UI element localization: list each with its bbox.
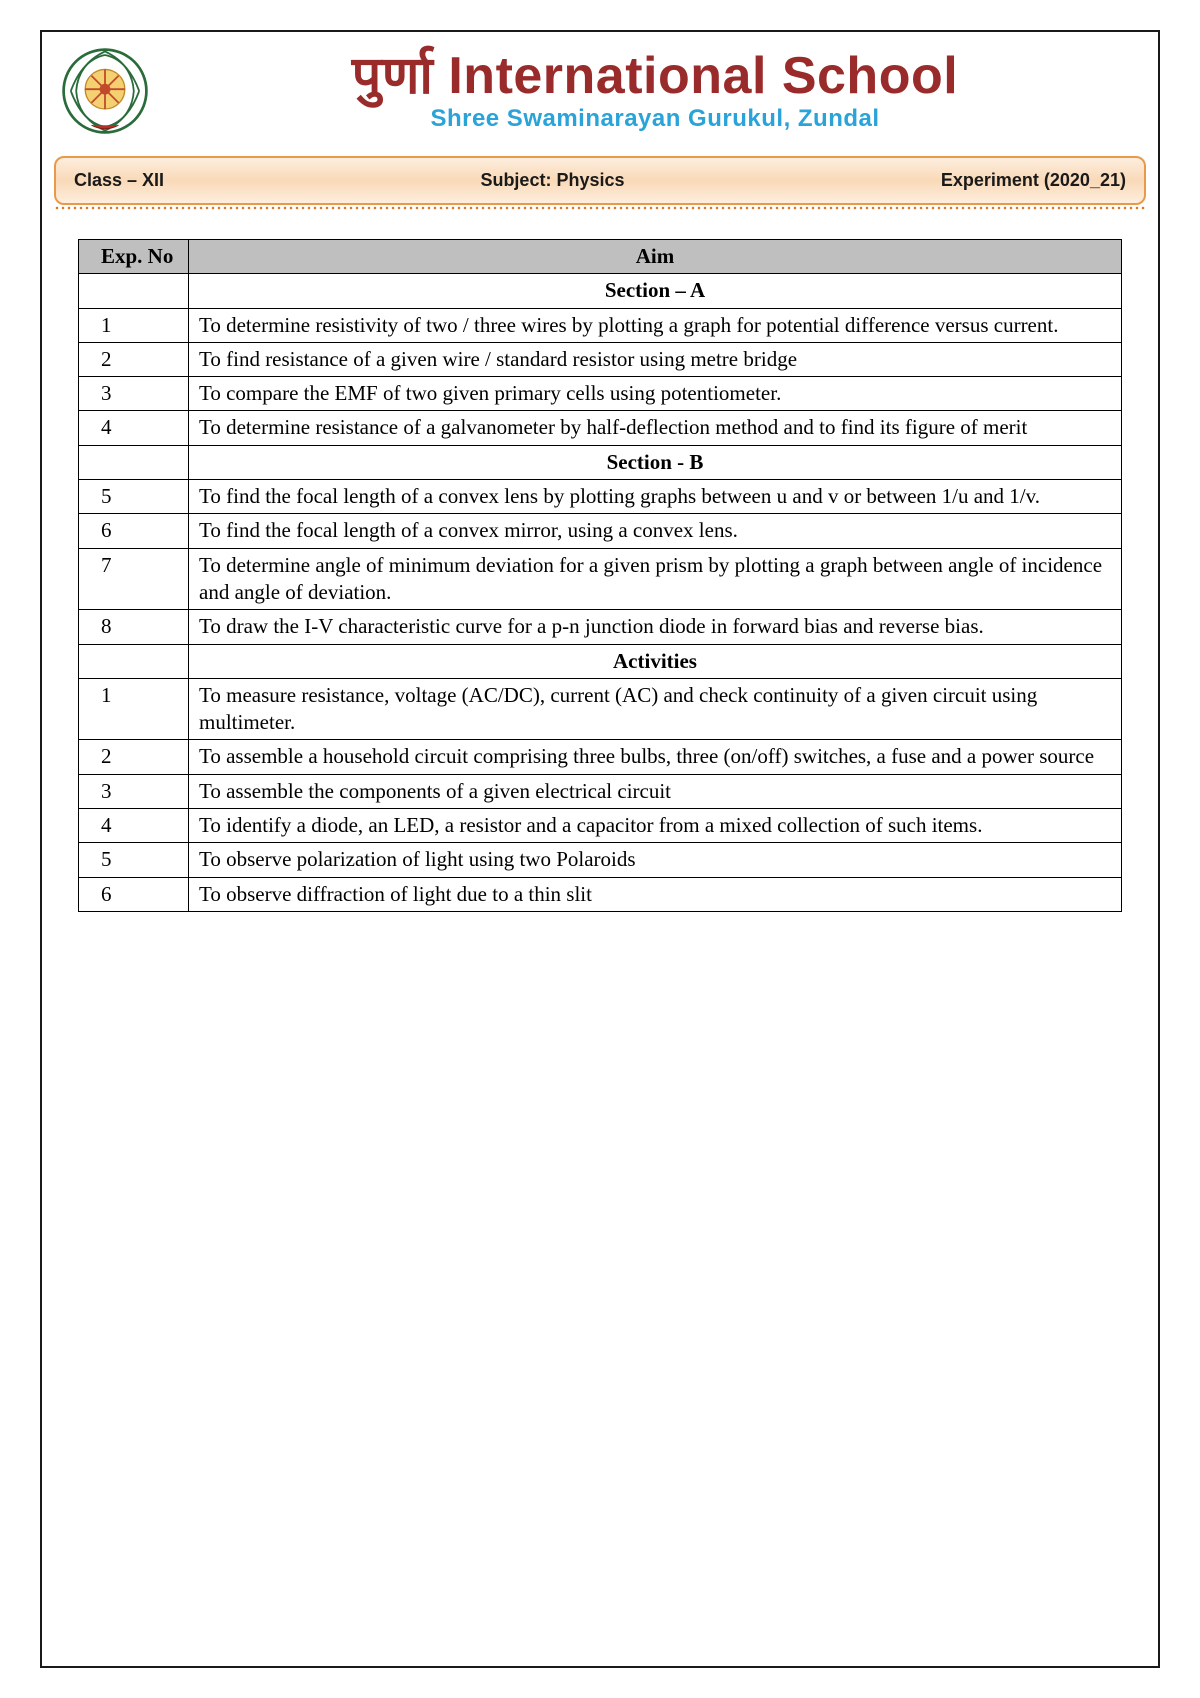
aim-cell: To find resistance of a given wire / sta… (189, 342, 1122, 376)
table-row: 1To measure resistance, voltage (AC/DC),… (79, 678, 1122, 740)
table-row: 3To compare the EMF of two given primary… (79, 377, 1122, 411)
col-header-aim: Aim (189, 240, 1122, 274)
exp-no-cell: 6 (79, 877, 189, 911)
aim-cell: To determine resistance of a galvanomete… (189, 411, 1122, 445)
school-logo (60, 46, 150, 136)
aim-cell: Section - B (189, 445, 1122, 479)
aim-cell: Activities (189, 644, 1122, 678)
table-row: 6To observe diffraction of light due to … (79, 877, 1122, 911)
aim-cell: Section – A (189, 274, 1122, 308)
exp-no-cell: 5 (79, 843, 189, 877)
header: पुर्णा International School Shree Swamin… (42, 32, 1158, 144)
aim-cell: To determine resistivity of two / three … (189, 308, 1122, 342)
exp-no-cell: 1 (79, 308, 189, 342)
table-row: 5To find the focal length of a convex le… (79, 480, 1122, 514)
section-row: Section – A (79, 274, 1122, 308)
exp-no-cell (79, 644, 189, 678)
exp-no-cell (79, 274, 189, 308)
experiment-label: Experiment (2020_21) (941, 170, 1126, 191)
page-frame: पुर्णा International School Shree Swamin… (40, 30, 1160, 1668)
aim-cell: To observe polarization of light using t… (189, 843, 1122, 877)
exp-no-cell: 8 (79, 610, 189, 644)
table-row: 2To find resistance of a given wire / st… (79, 342, 1122, 376)
exp-no-cell: 2 (79, 342, 189, 376)
aim-cell: To measure resistance, voltage (AC/DC), … (189, 678, 1122, 740)
aim-cell: To identify a diode, an LED, a resistor … (189, 809, 1122, 843)
aim-cell: To find the focal length of a convex len… (189, 480, 1122, 514)
aim-cell: To assemble a household circuit comprisi… (189, 740, 1122, 774)
aim-cell: To draw the I-V characteristic curve for… (189, 610, 1122, 644)
table-row: 4To determine resistance of a galvanomet… (79, 411, 1122, 445)
experiment-table: Exp. No Aim Section – A1To determine res… (78, 239, 1122, 912)
exp-no-cell (79, 445, 189, 479)
title-block: पुर्णा International School Shree Swamin… (170, 49, 1140, 134)
aim-cell: To determine angle of minimum deviation … (189, 548, 1122, 610)
table-row: 3To assemble the components of a given e… (79, 774, 1122, 808)
table-row: 6To find the focal length of a convex mi… (79, 514, 1122, 548)
school-name: पुर्णा International School (170, 49, 1140, 104)
aim-cell: To observe diffraction of light due to a… (189, 877, 1122, 911)
info-bar-wrap: Class – XII Subject: Physics Experiment … (54, 156, 1146, 205)
exp-no-cell: 4 (79, 411, 189, 445)
school-subtitle: Shree Swaminarayan Gurukul, Zundal (170, 105, 1140, 133)
table-row: 7To determine angle of minimum deviation… (79, 548, 1122, 610)
exp-no-cell: 2 (79, 740, 189, 774)
table-row: 1To determine resistivity of two / three… (79, 308, 1122, 342)
table-row: 5To observe polarization of light using … (79, 843, 1122, 877)
col-header-no: Exp. No (79, 240, 189, 274)
table-header-row: Exp. No Aim (79, 240, 1122, 274)
info-bar: Class – XII Subject: Physics Experiment … (54, 156, 1146, 205)
aim-cell: To find the focal length of a convex mir… (189, 514, 1122, 548)
exp-no-cell: 6 (79, 514, 189, 548)
exp-no-cell: 1 (79, 678, 189, 740)
subject-label: Subject: Physics (480, 170, 624, 191)
exp-no-cell: 5 (79, 480, 189, 514)
school-name-main: International School (448, 47, 958, 105)
content-area: Exp. No Aim Section – A1To determine res… (42, 211, 1158, 940)
exp-no-cell: 4 (79, 809, 189, 843)
aim-cell: To assemble the components of a given el… (189, 774, 1122, 808)
table-row: 4To identify a diode, an LED, a resistor… (79, 809, 1122, 843)
section-row: Activities (79, 644, 1122, 678)
exp-no-cell: 3 (79, 774, 189, 808)
class-label: Class – XII (74, 170, 164, 191)
aim-cell: To compare the EMF of two given primary … (189, 377, 1122, 411)
table-row: 2To assemble a household circuit compris… (79, 740, 1122, 774)
exp-no-cell: 3 (79, 377, 189, 411)
table-row: 8To draw the I-V characteristic curve fo… (79, 610, 1122, 644)
section-row: Section - B (79, 445, 1122, 479)
exp-no-cell: 7 (79, 548, 189, 610)
school-name-prefix: पुर्णा (352, 47, 434, 105)
